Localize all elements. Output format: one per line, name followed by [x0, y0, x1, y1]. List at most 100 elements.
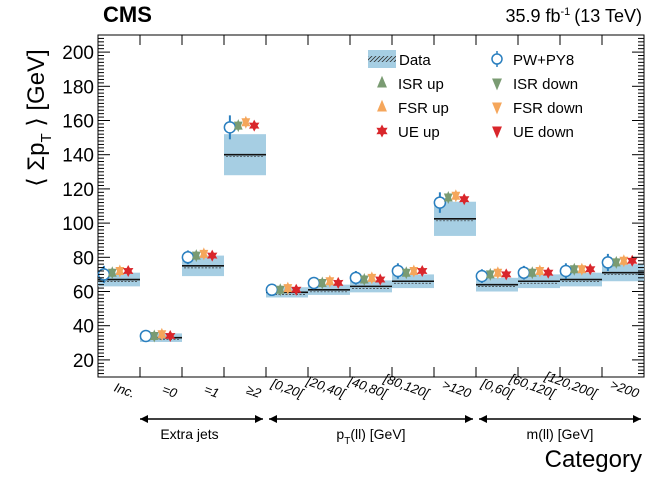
ue-point — [333, 276, 344, 289]
pwpy8-point — [559, 264, 573, 278]
x-tick-label: Inc. — [112, 380, 137, 401]
group-arrow-head-right — [633, 415, 641, 423]
legend-marker — [492, 78, 502, 91]
x-tick-label: [0,20[ — [268, 375, 306, 401]
pwpy8-point — [601, 256, 615, 269]
group-arrow-head-left — [140, 415, 148, 423]
legend-label: Data — [399, 52, 431, 69]
group-arrow-head-left — [479, 415, 487, 423]
y-tick-label: 100 — [62, 214, 94, 235]
ue-point — [249, 119, 260, 132]
pwpy8-point — [307, 276, 321, 290]
ue-point — [417, 265, 428, 277]
isr-down-point — [149, 331, 159, 343]
y-tick-label: 200 — [62, 43, 94, 64]
pwpy8-point — [139, 329, 153, 343]
isr-down-point — [233, 121, 243, 133]
y-axis-title: ⟨ ΣpT ⟩ [GeV] — [23, 49, 55, 186]
legend: Data PW+PY8 ISR up ISR down FSR up FSR down UE… — [368, 50, 583, 141]
x-axis-title: Category — [545, 446, 642, 473]
isr-down-point — [317, 278, 327, 290]
legend-label: PW+PY8 — [513, 52, 574, 69]
fsr-down-point — [325, 277, 335, 288]
group-arrow-head-right — [465, 415, 473, 423]
pwpy8-point — [265, 283, 279, 297]
isr-down-point — [611, 258, 621, 269]
category-groups: Extra jets pT(ll) [GeV] m(ll) [GeV] — [140, 415, 641, 447]
y-tick-label: 160 — [62, 112, 94, 133]
pwpy8-point — [517, 266, 531, 279]
isr-down-point — [569, 265, 579, 276]
ue-point — [627, 254, 638, 267]
fsr-down-point — [493, 268, 503, 280]
group-label: m(ll) [GeV] — [527, 426, 594, 442]
fsr-down-point — [283, 284, 293, 295]
x-tick-label: >200 — [608, 377, 641, 401]
data-boxes — [98, 134, 644, 342]
isr-down-point — [443, 193, 453, 204]
x-tick-label: >120 — [440, 377, 473, 401]
fsr-down-point — [535, 266, 545, 278]
fsr-down-point — [157, 330, 167, 341]
ue-point — [501, 268, 512, 281]
ue-point — [375, 273, 386, 286]
experiment-label: CMS — [103, 2, 152, 27]
legend-label: ISR up — [398, 76, 444, 93]
lumi-label: 35.9 fb-1 (13 TeV) — [505, 6, 642, 26]
isr-down-point — [107, 268, 117, 280]
legend-label: UE down — [513, 124, 574, 141]
legend-marker — [377, 75, 387, 88]
pwpy8-point — [349, 271, 363, 285]
legend-ue-up-marker — [376, 124, 388, 138]
legend-ue-down-marker — [492, 126, 502, 139]
y-tick-label: 120 — [62, 180, 94, 201]
fsr-down-point — [451, 191, 461, 203]
y-tick-label: 60 — [73, 283, 94, 304]
group-arrow-head-right — [255, 415, 263, 423]
y-tick-label: 140 — [62, 146, 94, 167]
pwpy8-point — [433, 196, 447, 209]
ue-point — [165, 330, 176, 342]
y-tick-label: 180 — [62, 77, 94, 98]
isr-down-point — [359, 275, 369, 287]
ue-point — [207, 249, 218, 262]
x-tick-label: ≥2 — [244, 382, 263, 401]
fsr-down-point — [199, 249, 209, 261]
legend-marker — [377, 99, 387, 112]
group-arrow-head-left — [269, 415, 277, 423]
fsr-down-point — [115, 266, 125, 278]
ue-point — [123, 265, 134, 277]
pwpy8-point — [223, 121, 237, 134]
legend-pwpy8-marker — [491, 53, 503, 65]
ue-point — [459, 193, 470, 206]
fsr-down-point — [241, 118, 251, 129]
pwpy8-point — [391, 264, 405, 278]
group-label: pT(ll) [GeV] — [336, 426, 405, 447]
ue-point — [291, 283, 302, 296]
x-tick-label: [80,120[ — [381, 370, 433, 401]
y-tick-label: 20 — [73, 351, 94, 372]
fsr-down-point — [367, 273, 377, 285]
fsr-down-point — [619, 256, 629, 268]
pwpy8-point — [475, 269, 489, 283]
legend-label: FSR up — [398, 100, 449, 117]
pwpy8-point — [181, 251, 195, 264]
x-tick-label: =1 — [202, 382, 221, 401]
y-tick-label: 40 — [73, 317, 94, 338]
isr-down-point — [191, 251, 201, 263]
markers — [97, 115, 638, 343]
y-axis: 20 40 60 80 100 120 140 160 180 200 — [62, 34, 644, 378]
legend-label: UE up — [398, 124, 440, 141]
fsr-down-point — [577, 265, 587, 276]
isr-down-point — [401, 268, 411, 280]
group-label: Extra jets — [160, 426, 218, 442]
isr-down-point — [485, 270, 495, 281]
isr-down-point — [527, 268, 537, 280]
legend-label: ISR down — [513, 76, 578, 93]
isr-down-point — [275, 285, 285, 297]
x-tick-label: =0 — [160, 382, 180, 401]
legend-label: FSR down — [513, 100, 583, 117]
y-tick-label: 80 — [73, 248, 94, 269]
legend-data-hatch — [368, 56, 396, 62]
